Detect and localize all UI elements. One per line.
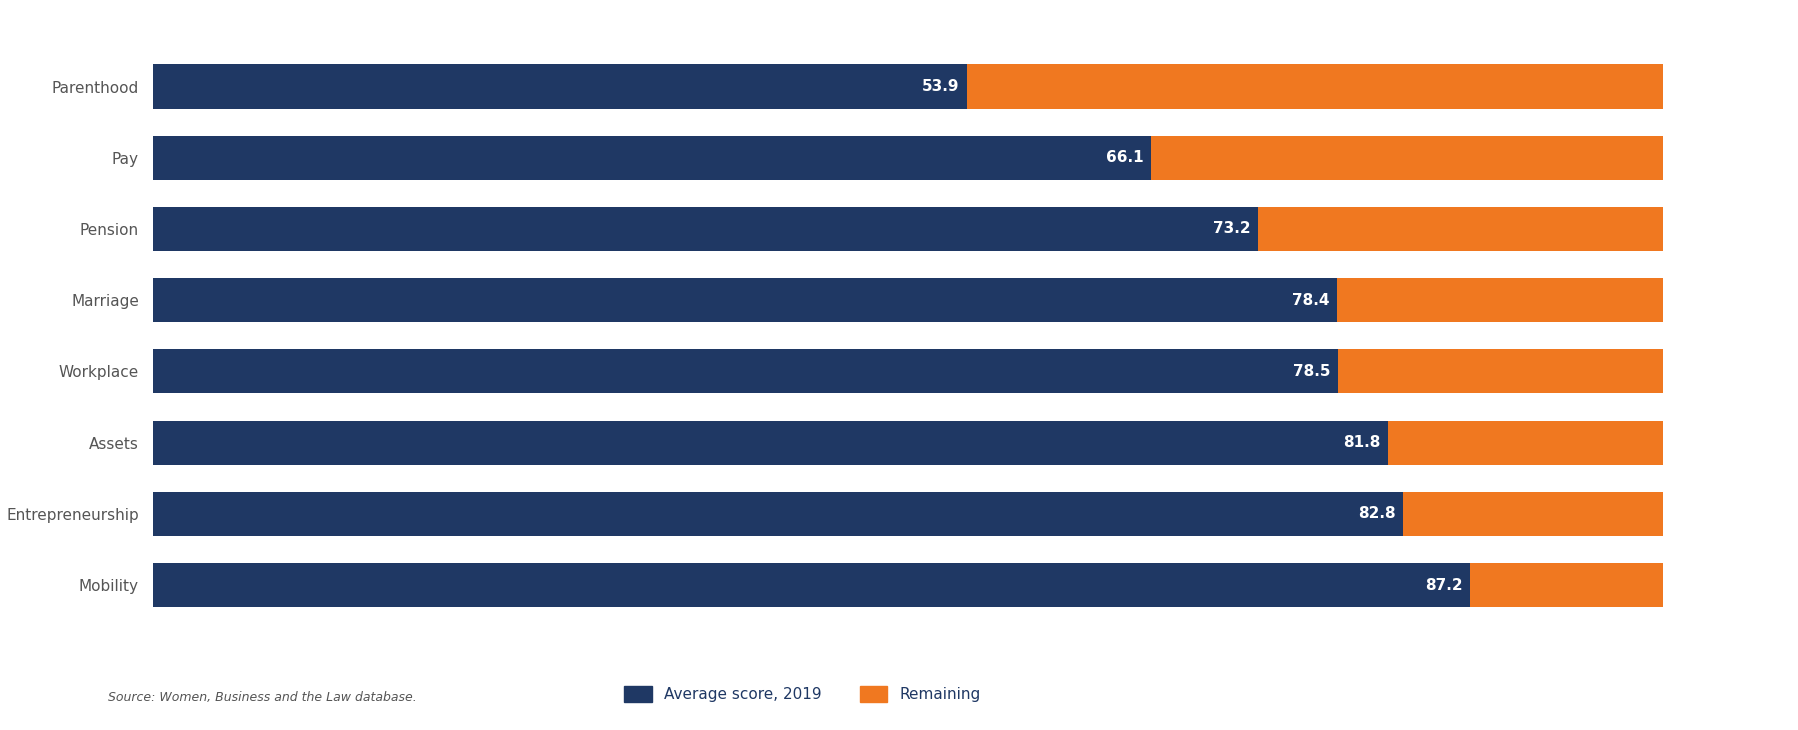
Text: 78.5: 78.5 [1293, 364, 1331, 379]
Bar [1338, 278, 1663, 322]
Text: 53.9: 53.9 [922, 79, 960, 94]
Bar [1388, 420, 1663, 465]
Bar [1259, 207, 1663, 251]
Bar [153, 136, 1151, 180]
Legend: Average score, 2019, Remaining: Average score, 2019, Remaining [624, 686, 980, 702]
Bar [153, 350, 1338, 393]
Text: 66.1: 66.1 [1106, 150, 1144, 165]
Bar [1338, 350, 1663, 393]
Bar [153, 420, 1388, 465]
Text: Source: Women, Business and the Law database.: Source: Women, Business and the Law data… [108, 691, 417, 704]
Bar [153, 563, 1469, 607]
Bar [1404, 492, 1663, 536]
Bar [153, 492, 1404, 536]
Bar [153, 207, 1259, 251]
Text: 82.8: 82.8 [1357, 507, 1395, 521]
Text: 81.8: 81.8 [1343, 435, 1381, 450]
Bar [153, 64, 967, 109]
Bar [967, 64, 1663, 109]
Text: 78.4: 78.4 [1293, 293, 1329, 307]
Bar [153, 278, 1338, 322]
Bar [1151, 136, 1663, 180]
Bar [1469, 563, 1663, 607]
Text: 87.2: 87.2 [1424, 577, 1462, 593]
Text: 73.2: 73.2 [1214, 221, 1251, 237]
